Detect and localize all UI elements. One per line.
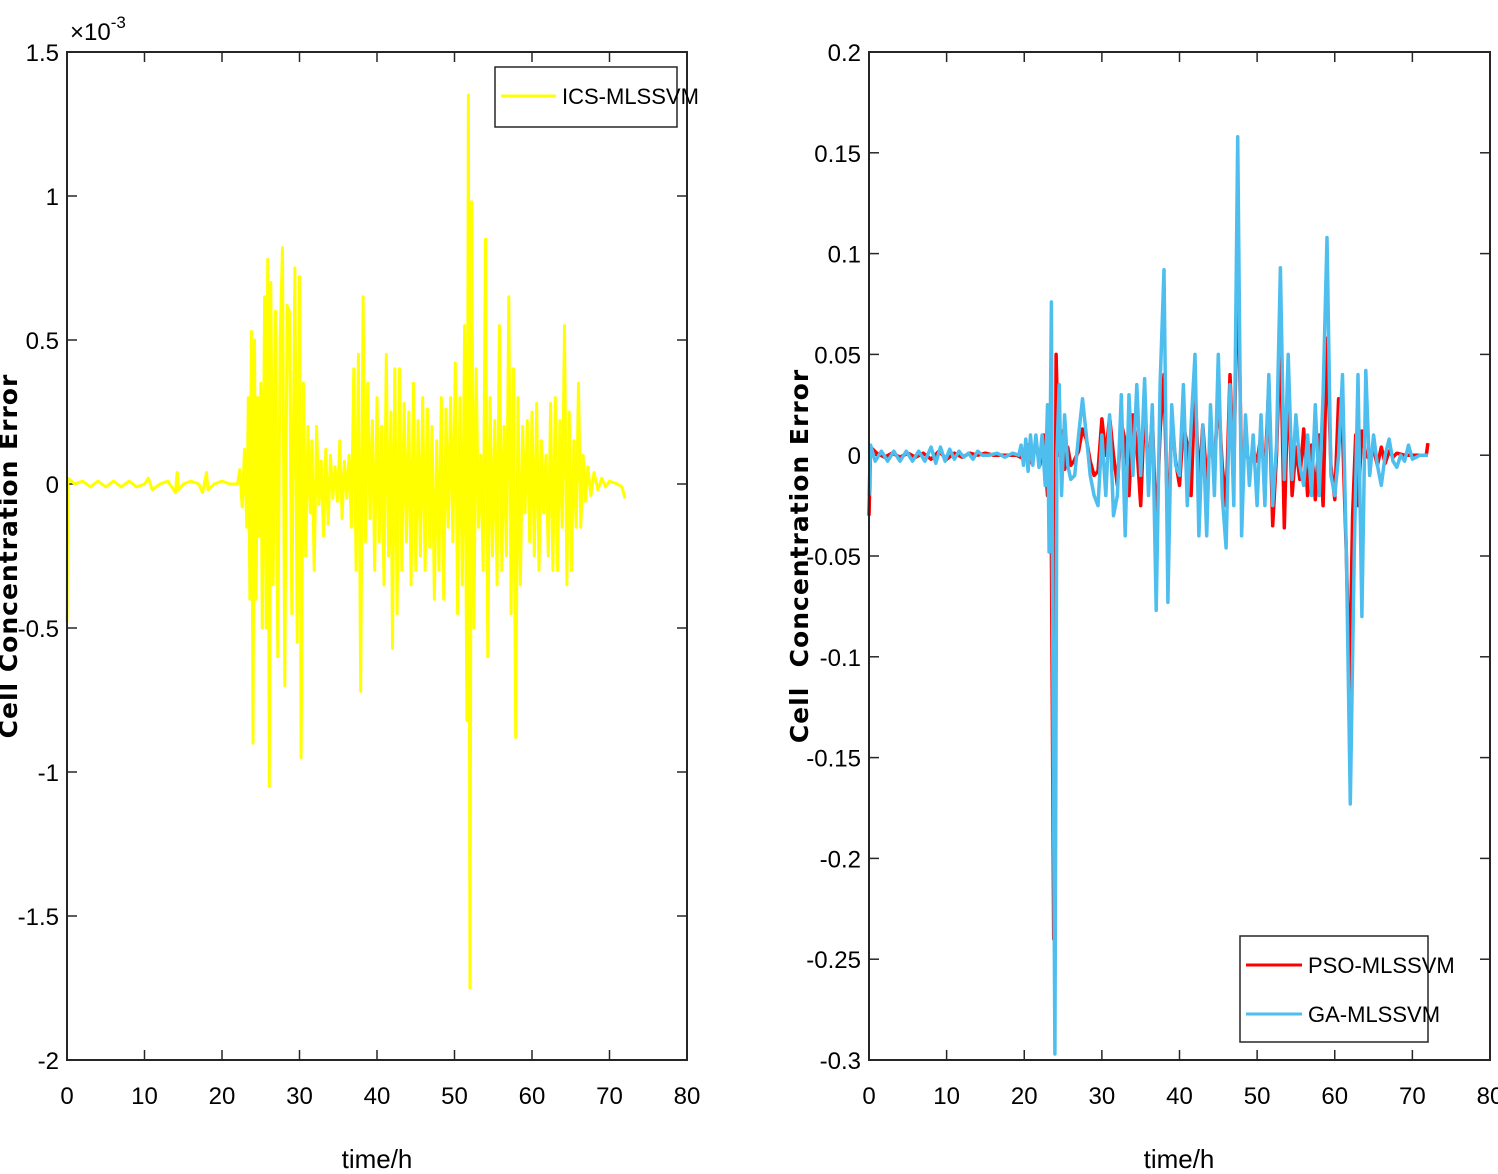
y-tick-label: 1.5 bbox=[26, 40, 59, 67]
y-tick-label: -1 bbox=[38, 760, 59, 787]
y-tick-label: 0.05 bbox=[814, 342, 861, 369]
x-tick-label: 20 bbox=[1011, 1083, 1038, 1110]
x-tick-label: 40 bbox=[1166, 1083, 1193, 1110]
ics-mlssvm-line bbox=[65, 93, 627, 990]
x-tick-label: 50 bbox=[441, 1083, 468, 1110]
left-y-tick-labels: 1.5 1 0.5 0 -0.5 -1 -1.5 -2 bbox=[18, 40, 59, 1075]
right-x-axis-title: time/h bbox=[1144, 1144, 1215, 1174]
y-tick-label: -0.15 bbox=[806, 746, 861, 773]
y-tick-label: 0.2 bbox=[828, 40, 861, 67]
right-axes-frame bbox=[868, 51, 1491, 1061]
x-tick-label: 10 bbox=[131, 1083, 158, 1110]
y-tick-label: 1 bbox=[46, 184, 59, 211]
y-tick-label: 0 bbox=[848, 443, 861, 470]
legend-label-pso: PSO-MLSSVM bbox=[1308, 953, 1455, 978]
y-tick-label: -2 bbox=[38, 1048, 59, 1075]
left-plot: ×10-3 1.5 1 0.5 0 -0.5 -1 -1.5 -2 0 10 20 30 40 50 60… bbox=[0, 13, 700, 1174]
left-legend: ICS-MLSSVM bbox=[494, 66, 699, 128]
left-x-axis-title: time/h bbox=[342, 1144, 413, 1174]
x-tick-label: 20 bbox=[209, 1083, 236, 1110]
legend-label-ga: GA-MLSSVM bbox=[1308, 1002, 1440, 1027]
right-y-axis-title: Cell Concentration Error bbox=[785, 369, 814, 743]
x-tick-label: 60 bbox=[519, 1083, 546, 1110]
x-tick-label: 0 bbox=[60, 1083, 73, 1110]
y-tick-label: 0.15 bbox=[814, 141, 861, 168]
left-axes-frame bbox=[66, 51, 688, 1061]
right-plot-area bbox=[869, 52, 1490, 1060]
right-x-tick-labels: 0 10 20 30 40 50 60 70 80 bbox=[862, 1083, 1498, 1110]
x-tick-label: 50 bbox=[1244, 1083, 1271, 1110]
left-x-tick-labels: 0 10 20 30 40 50 60 70 80 bbox=[60, 1083, 700, 1110]
y-tick-label: 0 bbox=[46, 472, 59, 499]
legend-label-ics: ICS-MLSSVM bbox=[562, 84, 699, 109]
y-tick-label: -0.3 bbox=[820, 1048, 861, 1075]
y-tick-label: -0.05 bbox=[806, 544, 861, 571]
right-y-tick-labels: 0.2 0.15 0.1 0.05 0 -0.05 -0.1 -0.15 -0.2 -0.25 -0… bbox=[806, 40, 861, 1075]
y-tick-label: -1.5 bbox=[18, 904, 59, 931]
x-tick-label: 70 bbox=[1399, 1083, 1426, 1110]
right-legend-box bbox=[1239, 935, 1429, 1043]
x-tick-label: 70 bbox=[596, 1083, 623, 1110]
left-y-axis-title: Cell Concentration Error bbox=[0, 374, 23, 739]
y-tick-label: -0.5 bbox=[18, 616, 59, 643]
y-tick-label: -0.2 bbox=[820, 846, 861, 873]
y-tick-label: 0.1 bbox=[828, 242, 861, 269]
x-tick-label: 30 bbox=[286, 1083, 313, 1110]
x-tick-label: 10 bbox=[933, 1083, 960, 1110]
x-tick-label: 40 bbox=[364, 1083, 391, 1110]
y-tick-label: -0.1 bbox=[820, 645, 861, 672]
x-tick-label: 30 bbox=[1089, 1083, 1116, 1110]
right-legend: PSO-MLSSVM GA-MLSSVM bbox=[1239, 935, 1455, 1043]
y-multiplier: ×10-3 bbox=[70, 13, 126, 46]
y-tick-label: -0.25 bbox=[806, 947, 861, 974]
right-plot: 0.2 0.15 0.1 0.05 0 -0.05 -0.1 -0.15 -0.2 -0.25 -0… bbox=[785, 40, 1498, 1174]
ga-mlssvm-line bbox=[867, 134, 1428, 1056]
x-tick-label: 60 bbox=[1321, 1083, 1348, 1110]
x-tick-label: 80 bbox=[674, 1083, 701, 1110]
left-plot-area bbox=[67, 52, 687, 1060]
y-tick-label: 0.5 bbox=[26, 328, 59, 355]
x-tick-label: 80 bbox=[1477, 1083, 1498, 1110]
x-tick-label: 0 bbox=[862, 1083, 875, 1110]
